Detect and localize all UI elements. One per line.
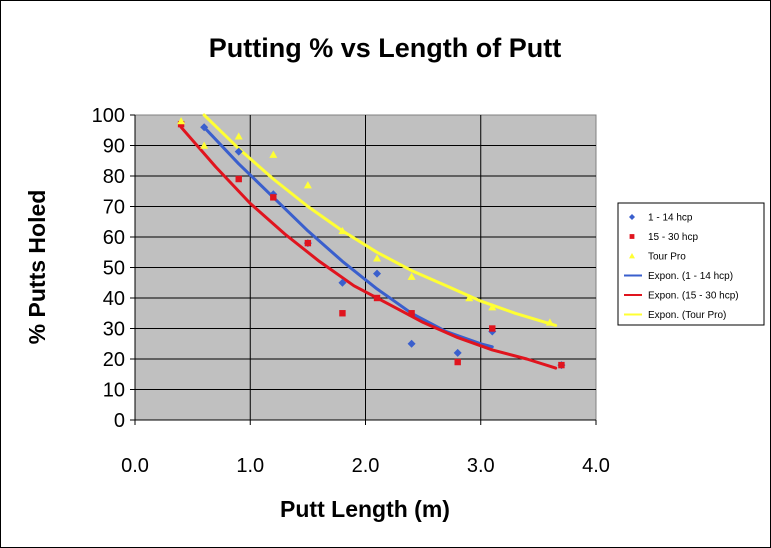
y-tick-label: 0 [114,410,125,432]
legend-label: Expon. (1 - 14 hcp) [648,271,733,282]
data-point [465,294,474,302]
data-point [200,141,209,149]
chart-title: Putting % vs Length of Putt [209,33,561,63]
y-tick-label: 90 [103,136,125,158]
y-tick-label: 40 [103,288,125,310]
data-point [270,194,277,201]
x-tick-label: 1.0 [236,455,264,477]
data-point [454,358,461,366]
trendline [202,125,494,349]
data-point [558,361,565,369]
legend-label: Tour Pro [648,252,686,263]
data-point [177,117,186,125]
tick-labels: 0 10 20 30 40 50 60 70 80 90 100 0.0 1.0 2.0 3.0 4.0 [92,105,610,477]
y-tick-label: 70 [103,197,125,219]
data-point [200,123,209,132]
data-point [338,278,347,287]
axes [130,114,597,425]
legend-box [617,202,765,326]
data-point [629,253,635,259]
data-point [373,254,382,262]
trendline [179,125,558,370]
data-point [304,239,312,247]
x-tick-label: 3.0 [467,455,495,477]
legend: 1 - 14 hcp 15 - 30 hcp Tour Pro Expon. (1 -… [617,202,765,326]
data-point [373,269,382,278]
legend-label: 15 - 30 hcp [648,232,698,243]
data-points [177,117,566,370]
legend-label: 1 - 14 hcp [648,213,693,224]
y-tick-label: 80 [103,166,125,188]
y-tick-label: 60 [103,227,125,249]
data-point [545,318,554,326]
y-tick-label: 50 [103,258,125,280]
legend-label: Expon. (15 - 30 hcp) [648,291,739,302]
data-point [339,310,346,317]
data-point [234,132,243,140]
data-point [234,147,243,156]
data-point [629,214,635,220]
data-point [408,310,415,317]
data-point [629,234,635,239]
data-point [235,175,242,183]
x-tick-label: 4.0 [582,455,610,477]
y-tick-label: 10 [103,380,125,402]
data-point [303,181,312,189]
data-point [269,150,278,158]
data-point [338,226,347,235]
legend-label: Expon. (Tour Pro) [648,310,726,321]
x-axis-title: Putt Length (m) [280,496,450,522]
data-point [373,294,381,302]
data-point [488,303,497,311]
grid [135,115,596,420]
data-point [489,325,496,332]
data-point [407,339,416,348]
x-tick-label: 2.0 [352,455,380,477]
y-axis-title: % Putts Holed [24,190,50,345]
data-point [407,272,416,280]
data-point [453,348,462,357]
y-tick-label: 20 [103,349,125,371]
y-tick-label: 30 [103,319,125,341]
x-tick-label: 0.0 [121,455,149,477]
y-tick-label: 100 [92,105,125,127]
